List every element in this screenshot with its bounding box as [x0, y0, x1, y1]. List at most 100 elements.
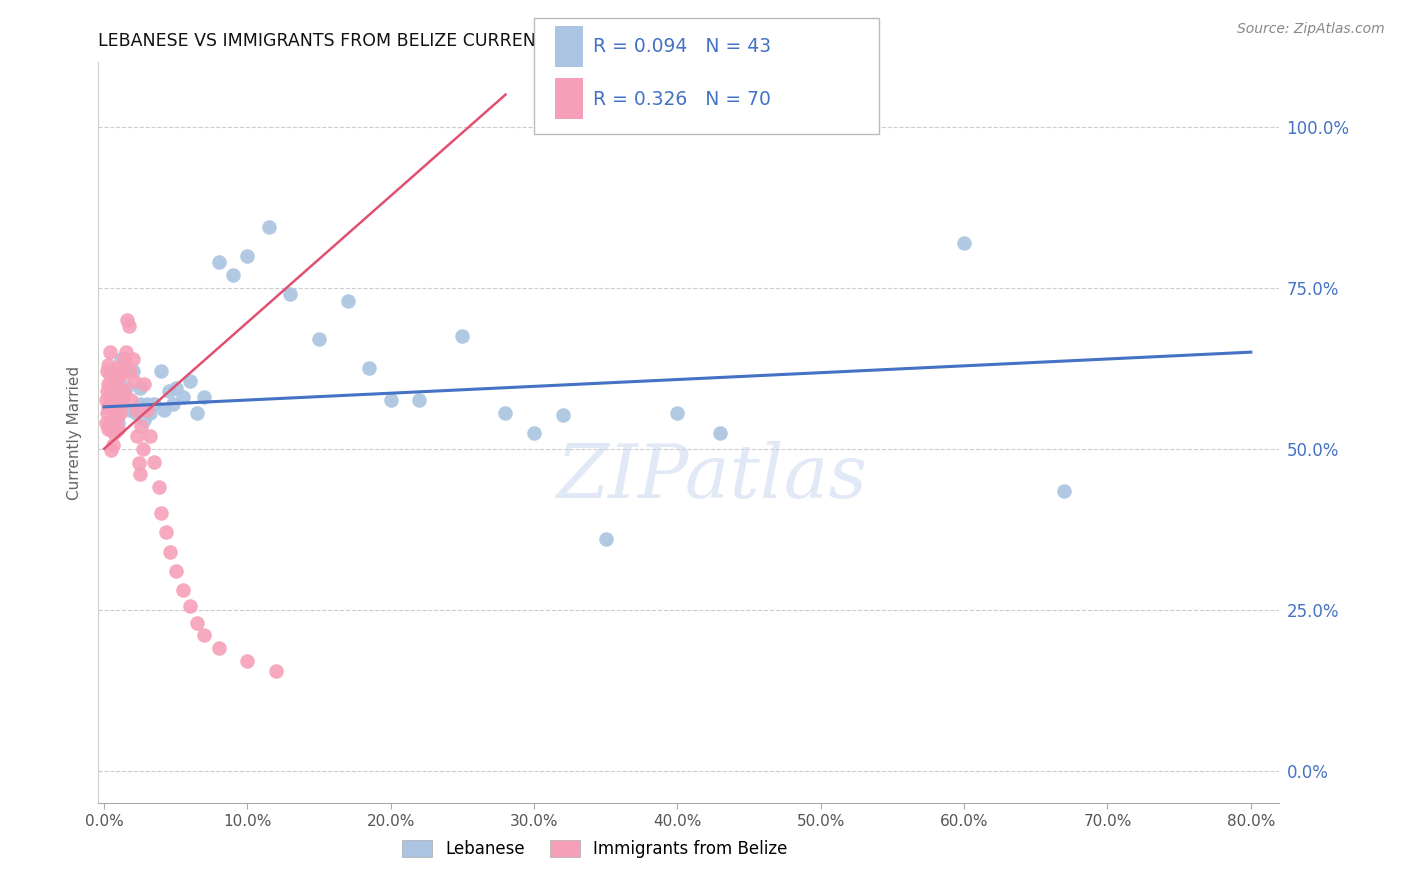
Point — [208, 255, 231, 269]
Point — [551, 408, 574, 422]
Point — [110, 397, 132, 411]
Point — [97, 400, 120, 414]
Point — [101, 438, 124, 452]
Point — [103, 403, 125, 417]
Point — [108, 380, 131, 394]
Point — [157, 384, 180, 398]
Point — [98, 368, 121, 382]
Point — [121, 364, 143, 378]
Point — [136, 397, 159, 411]
Point — [98, 416, 121, 430]
Point — [101, 390, 124, 404]
Point — [125, 403, 148, 417]
Point — [121, 351, 143, 366]
Text: Source: ZipAtlas.com: Source: ZipAtlas.com — [1237, 22, 1385, 37]
Point — [666, 406, 689, 420]
Point — [104, 371, 127, 385]
Point — [107, 371, 129, 385]
Point — [114, 380, 136, 394]
Point — [179, 374, 201, 388]
Point — [208, 641, 231, 656]
Point — [110, 351, 132, 366]
Point — [96, 364, 118, 378]
Point — [336, 293, 359, 308]
Point — [129, 467, 152, 482]
Point — [98, 345, 121, 359]
Point — [100, 442, 122, 457]
Point — [127, 429, 149, 443]
Point — [97, 358, 120, 372]
Point — [96, 406, 118, 420]
Point — [111, 358, 134, 372]
Point — [186, 615, 208, 630]
Point — [172, 583, 194, 598]
Point — [359, 361, 381, 376]
Point — [1053, 483, 1076, 498]
Point — [97, 377, 120, 392]
Point — [114, 361, 136, 376]
Legend: Lebanese, Immigrants from Belize: Lebanese, Immigrants from Belize — [395, 833, 794, 865]
Point — [143, 454, 166, 468]
Point — [129, 380, 152, 394]
Point — [101, 416, 124, 430]
Text: R = 0.094   N = 43: R = 0.094 N = 43 — [593, 37, 772, 56]
Point — [100, 400, 122, 414]
Point — [595, 532, 617, 546]
Point — [120, 393, 142, 408]
Point — [101, 368, 124, 382]
Point — [122, 374, 145, 388]
Point — [105, 361, 128, 376]
Point — [128, 456, 150, 470]
Point — [117, 319, 139, 334]
Point — [380, 393, 402, 408]
Point — [709, 425, 731, 440]
Point — [100, 422, 122, 436]
Point — [96, 384, 118, 398]
Point — [107, 395, 129, 409]
Point — [118, 403, 141, 417]
Point — [107, 416, 129, 430]
Point — [111, 389, 134, 403]
Point — [107, 390, 129, 404]
Point — [105, 409, 128, 424]
Point — [155, 525, 177, 540]
Point — [257, 219, 280, 234]
Point — [193, 390, 215, 404]
Point — [408, 393, 430, 408]
Point — [134, 377, 156, 392]
Point — [103, 380, 125, 394]
Point — [112, 351, 135, 366]
Point — [100, 377, 122, 392]
Point — [143, 397, 166, 411]
Point — [222, 268, 245, 282]
Point — [495, 406, 517, 420]
Point — [165, 564, 187, 578]
Point — [148, 480, 170, 494]
Point — [129, 397, 152, 411]
Point — [165, 380, 187, 394]
Point — [451, 329, 474, 343]
Point — [97, 422, 120, 436]
Point — [162, 397, 184, 411]
Point — [236, 249, 259, 263]
Point — [104, 419, 127, 434]
Point — [107, 422, 129, 436]
Point — [523, 425, 546, 440]
Point — [186, 406, 208, 420]
Point — [112, 384, 135, 398]
Point — [153, 403, 176, 417]
Text: ZIPatlas: ZIPatlas — [557, 441, 868, 513]
Point — [179, 599, 201, 614]
Point — [150, 506, 173, 520]
Point — [308, 332, 330, 346]
Point — [172, 390, 194, 404]
Point — [193, 628, 215, 642]
Point — [100, 390, 122, 404]
Point — [103, 425, 125, 440]
Point — [131, 419, 153, 434]
Point — [125, 406, 148, 420]
Text: LEBANESE VS IMMIGRANTS FROM BELIZE CURRENTLY MARRIED CORRELATION CHART: LEBANESE VS IMMIGRANTS FROM BELIZE CURRE… — [98, 32, 845, 50]
Point — [139, 429, 162, 443]
Point — [115, 313, 138, 327]
Text: R = 0.326   N = 70: R = 0.326 N = 70 — [593, 90, 772, 109]
